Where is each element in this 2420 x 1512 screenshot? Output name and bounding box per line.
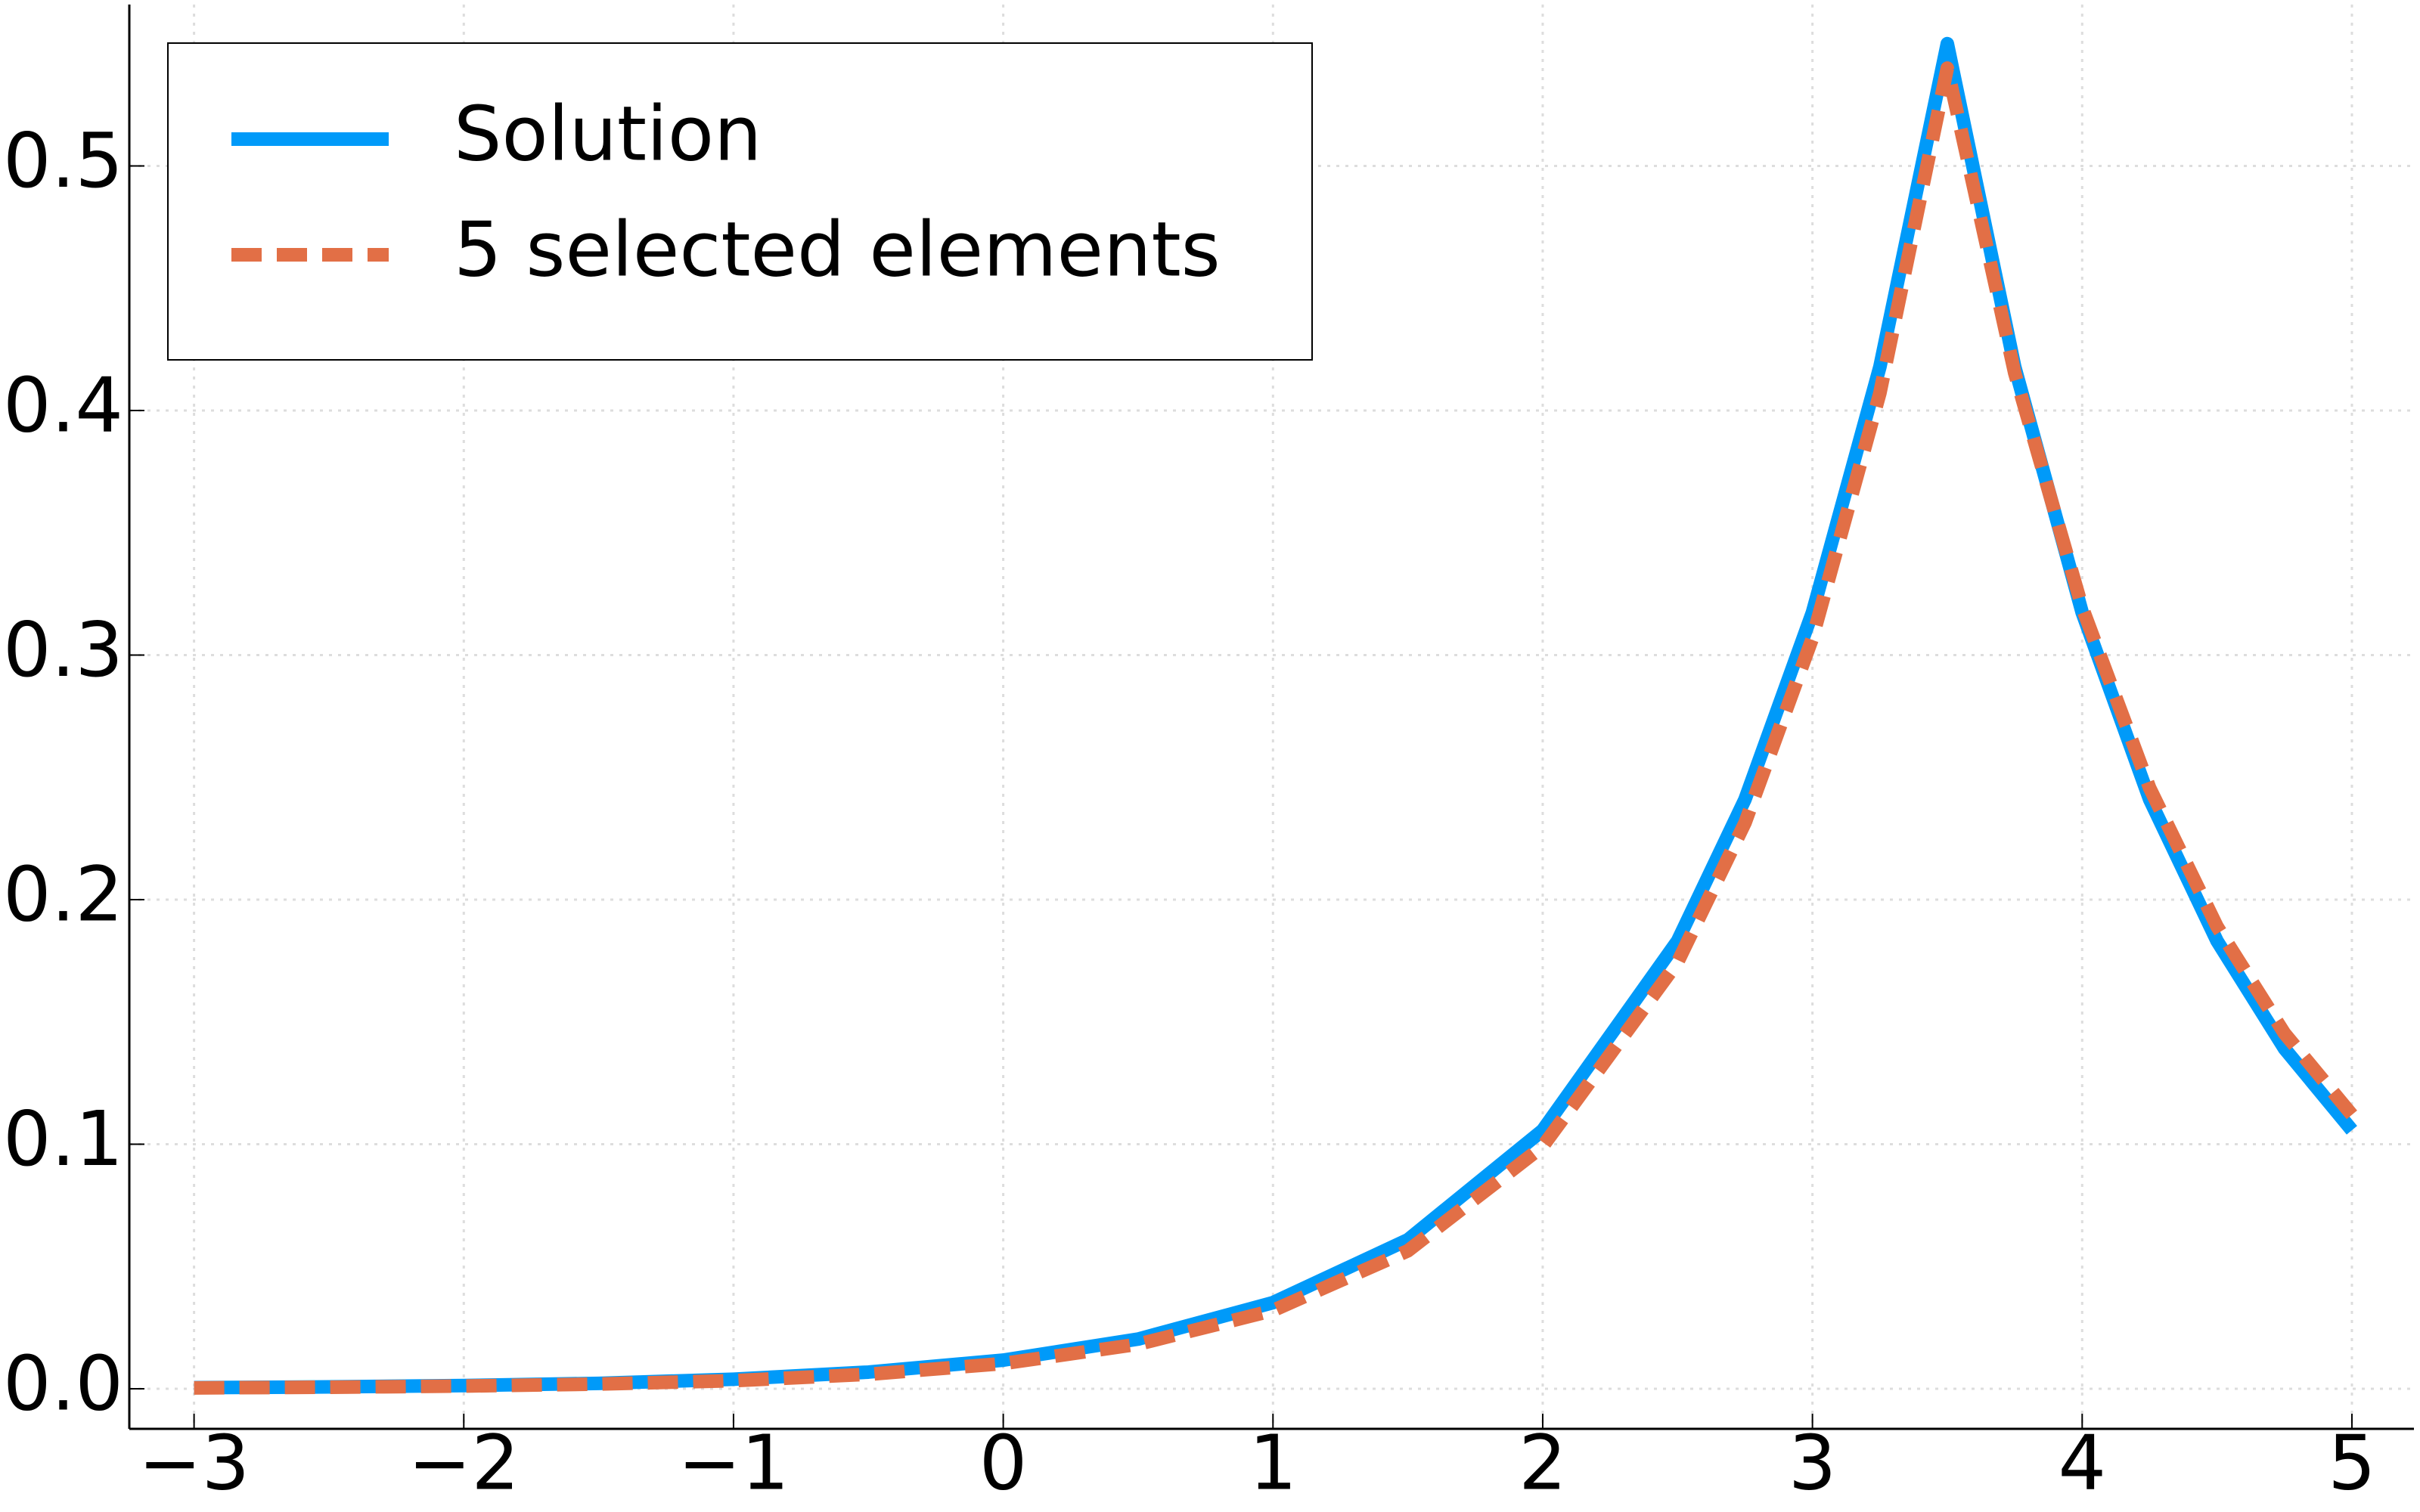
y-tick-label: 0.2 bbox=[3, 850, 123, 938]
y-tick-label: 0.4 bbox=[3, 361, 123, 449]
legend-label: 5 selected elements bbox=[454, 205, 1221, 293]
x-tick-label: 2 bbox=[1519, 1418, 1567, 1507]
legend: Solution 5 selected elements bbox=[167, 42, 1313, 361]
x-tick-label: −3 bbox=[138, 1418, 250, 1507]
y-tick-label: 0.0 bbox=[3, 1339, 123, 1427]
x-tick-label: 3 bbox=[1789, 1418, 1837, 1507]
legend-label: Solution bbox=[454, 89, 762, 178]
x-tick-label: −2 bbox=[408, 1418, 520, 1507]
y-tick-label: 0.3 bbox=[3, 606, 123, 694]
legend-box bbox=[167, 42, 1313, 361]
line-series bbox=[194, 61, 2357, 1395]
y-tick-label: 0.1 bbox=[3, 1095, 123, 1183]
x-tick-label: 0 bbox=[979, 1418, 1028, 1507]
x-tick-label: 4 bbox=[2058, 1418, 2106, 1507]
x-tick-label: −1 bbox=[678, 1418, 789, 1507]
x-tick-label: 5 bbox=[2328, 1418, 2376, 1507]
y-tick-label: 0.5 bbox=[3, 116, 123, 205]
x-tick-label: 1 bbox=[1249, 1418, 1297, 1507]
